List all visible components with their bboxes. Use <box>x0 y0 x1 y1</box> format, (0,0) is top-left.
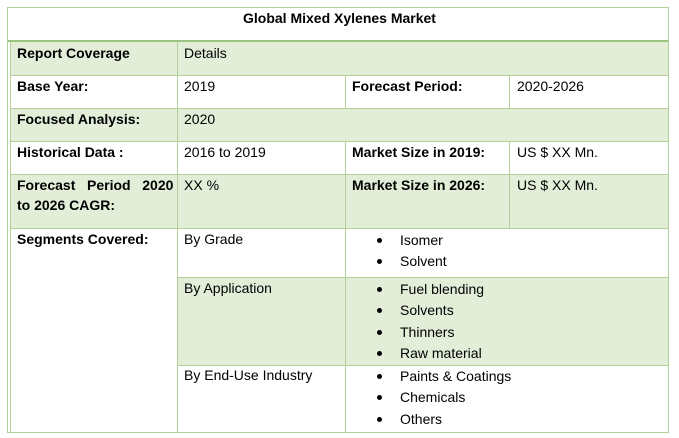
cagr-label-line1: Forecast Period 2020 <box>17 177 174 193</box>
market-size-2019-label: Market Size in 2019: <box>352 144 486 160</box>
focused-analysis-value: 2020 <box>184 111 216 127</box>
forecast-period-label: Forecast Period: <box>352 78 463 94</box>
page-title: Global Mixed Xylenes Market <box>243 10 436 26</box>
bullet-icon <box>377 351 382 356</box>
bullet-icon <box>377 238 382 243</box>
historical-data-label: Historical Data : <box>17 144 124 160</box>
segment-item: Fuel blending <box>400 281 485 297</box>
forecast-period-value: 2020-2026 <box>517 78 584 94</box>
row-historical-data <box>10 141 668 174</box>
segment-application-bg <box>177 278 668 365</box>
bullet-icon <box>377 259 382 264</box>
row-focused-analysis <box>10 108 668 141</box>
segment-item: Others <box>400 411 443 427</box>
row-base-year <box>10 75 668 108</box>
market-size-2019-value: US $ XX Mn. <box>517 144 598 160</box>
historical-data-value: 2016 to 2019 <box>184 144 266 160</box>
segment-item: Raw material <box>400 345 482 361</box>
report-coverage-label: Report Coverage <box>17 45 130 61</box>
segment-item: Solvents <box>400 302 454 318</box>
bullet-icon <box>377 374 382 379</box>
segment-group-grade: By Grade <box>184 231 244 247</box>
base-year-label: Base Year: <box>17 78 89 94</box>
market-size-2026-label: Market Size in 2026: <box>352 177 486 193</box>
segment-item: Solvent <box>400 253 447 269</box>
bullet-icon <box>377 395 382 400</box>
report-coverage-value: Details <box>184 45 227 61</box>
row-report-coverage <box>10 42 668 75</box>
focused-analysis-label: Focused Analysis: <box>17 111 141 127</box>
bullet-icon <box>377 287 382 292</box>
segment-item: Chemicals <box>400 389 466 405</box>
row-cagr <box>10 174 668 228</box>
bullet-icon <box>377 330 382 335</box>
market-size-2026-value: US $ XX Mn. <box>517 177 598 193</box>
segment-item: Isomer <box>400 232 443 248</box>
cagr-label-line2: to 2026 CAGR: <box>17 197 116 213</box>
segment-group-end-use: By End-Use Industry <box>184 367 313 383</box>
segments-label: Segments Covered: <box>17 231 149 247</box>
bullet-icon <box>377 308 382 313</box>
segment-item: Thinners <box>400 324 455 340</box>
bullet-icon <box>377 417 382 422</box>
segment-item: Paints & Coatings <box>400 368 512 384</box>
cagr-value: XX % <box>184 177 220 193</box>
segment-group-application: By Application <box>184 280 272 296</box>
base-year-value: 2019 <box>184 78 216 94</box>
